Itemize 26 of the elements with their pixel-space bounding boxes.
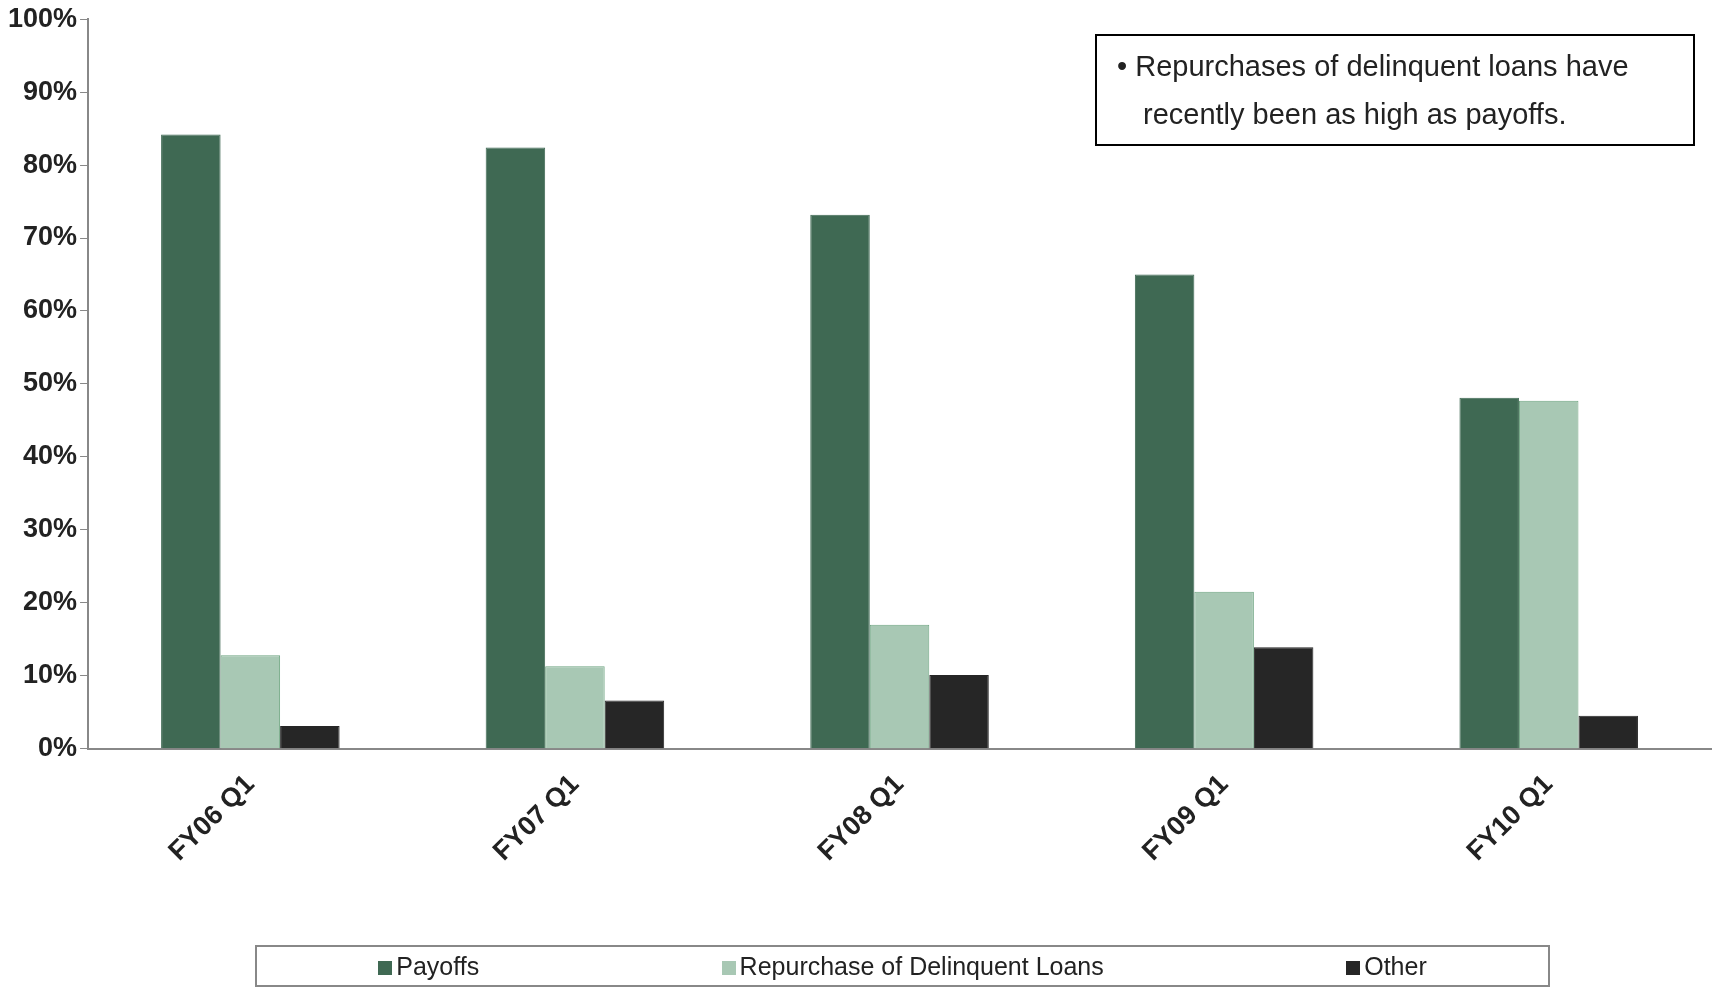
annotation: • Repurchases of delinquent loans have recently been as high as payoffs. xyxy=(1116,49,1630,132)
y-tick-label: 70% xyxy=(23,221,78,252)
bar xyxy=(929,675,989,749)
y-tick-label: 20% xyxy=(23,586,78,617)
bar xyxy=(604,700,665,749)
y-tick-label: 90% xyxy=(23,75,78,106)
y-tick-label: 10% xyxy=(23,659,78,690)
y-tick-label: 60% xyxy=(23,294,78,325)
y-tick-label: 50% xyxy=(23,367,78,398)
y-tick-label: 40% xyxy=(23,440,78,471)
bar xyxy=(810,214,870,749)
bar xyxy=(280,726,340,749)
note-box: • Repurchases of delinquent loans have recently been as high as payoffs. xyxy=(1095,34,1695,146)
legend-label: Repurchase of Delinquent Loans xyxy=(739,951,1104,980)
bar xyxy=(1253,647,1314,749)
y-tick-label: 30% xyxy=(23,513,78,544)
bar xyxy=(1134,274,1195,749)
legend-label: Other xyxy=(1364,951,1427,980)
bar xyxy=(1459,397,1519,749)
y-tick-label: 0% xyxy=(38,732,78,763)
y-tick-label: 80% xyxy=(23,148,78,179)
bar xyxy=(1578,715,1638,749)
y-tick-label: 100% xyxy=(7,2,78,33)
legend-label: Payoffs xyxy=(396,951,480,980)
bar xyxy=(485,147,546,749)
bar xyxy=(161,134,221,749)
